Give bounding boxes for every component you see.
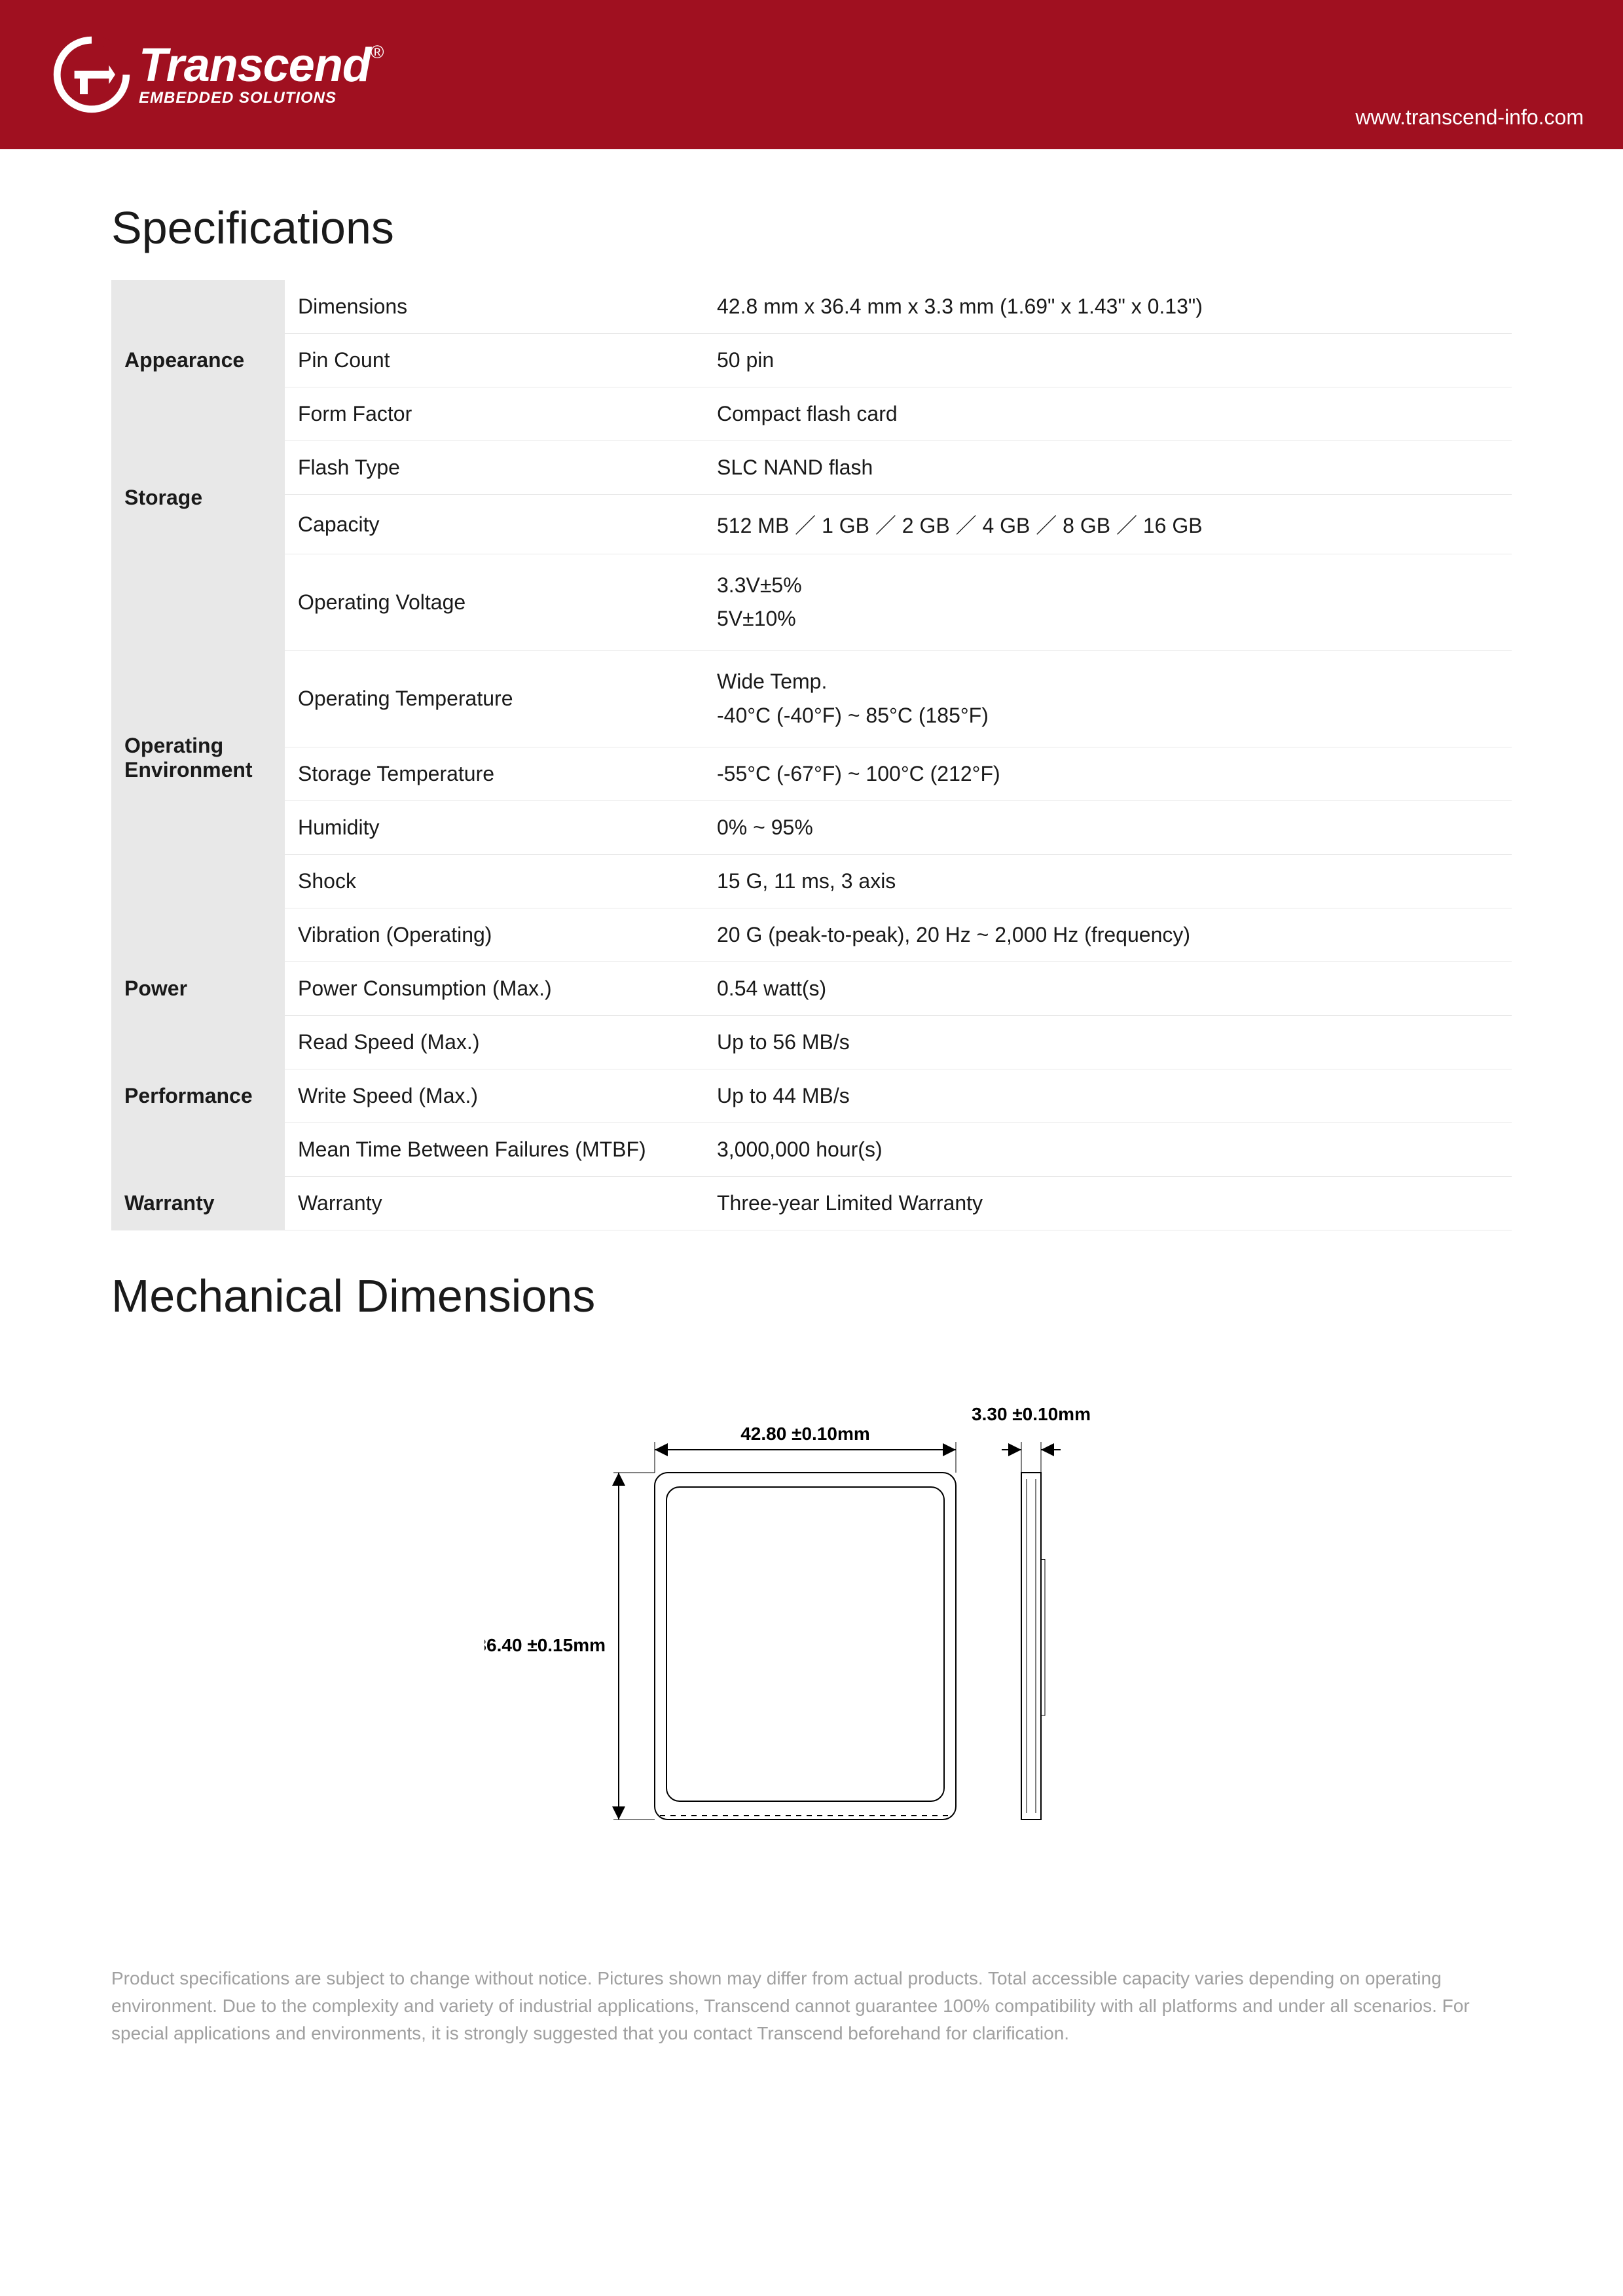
- spec-value-cell: 42.8 mm x 36.4 mm x 3.3 mm (1.69" x 1.43…: [704, 280, 1512, 334]
- spec-label-cell: Operating Voltage: [285, 554, 704, 651]
- spec-category-cell: Warranty: [111, 1176, 285, 1230]
- table-row: Capacity512 MB ／ 1 GB ／ 2 GB ／ 4 GB ／ 8 …: [111, 495, 1512, 554]
- spec-category-cell: Operating Environment: [111, 554, 285, 962]
- spec-label-cell: Shock: [285, 854, 704, 908]
- table-row: Mean Time Between Failures (MTBF)3,000,0…: [111, 1122, 1512, 1176]
- spec-value-cell: 3.3V±5%5V±10%: [704, 554, 1512, 651]
- spec-value-cell: -55°C (-67°F) ~ 100°C (212°F): [704, 747, 1512, 800]
- spec-label-cell: Dimensions: [285, 280, 704, 334]
- mechanical-diagram: 42.80 ±0.10mm 36.40 ±0.15mm 3.30 ±0.10mm: [484, 1388, 1139, 1846]
- spec-label-cell: Warranty: [285, 1176, 704, 1230]
- spec-label-cell: Pin Count: [285, 334, 704, 387]
- spec-category-cell: Storage: [111, 441, 285, 554]
- transcend-logo-icon: [52, 35, 131, 114]
- table-row: Storage Temperature-55°C (-67°F) ~ 100°C…: [111, 747, 1512, 800]
- spec-label-cell: Power Consumption (Max.): [285, 961, 704, 1015]
- spec-label-cell: Form Factor: [285, 387, 704, 441]
- spec-label-cell: Humidity: [285, 800, 704, 854]
- spec-category-cell: Power: [111, 961, 285, 1015]
- table-row: Write Speed (Max.)Up to 44 MB/s: [111, 1069, 1512, 1122]
- spec-value-cell: 20 G (peak-to-peak), 20 Hz ~ 2,000 Hz (f…: [704, 908, 1512, 961]
- table-row: Form FactorCompact flash card: [111, 387, 1512, 441]
- specifications-table: AppearanceDimensions42.8 mm x 36.4 mm x …: [111, 280, 1512, 1230]
- spec-value-cell: Compact flash card: [704, 387, 1512, 441]
- spec-label-cell: Vibration (Operating): [285, 908, 704, 961]
- spec-value-cell: Wide Temp.-40°C (-40°F) ~ 85°C (185°F): [704, 651, 1512, 747]
- table-row: PerformanceRead Speed (Max.)Up to 56 MB/…: [111, 1015, 1512, 1069]
- spec-value-cell: 50 pin: [704, 334, 1512, 387]
- logo-brand-name: Transcend: [139, 39, 371, 92]
- logo-registered-mark: ®: [371, 42, 384, 62]
- mechanical-dimensions-title: Mechanical Dimensions: [111, 1270, 1512, 1322]
- table-row: Pin Count50 pin: [111, 334, 1512, 387]
- logo-tagline: EMBEDDED SOLUTIONS: [139, 89, 384, 107]
- spec-label-cell: Capacity: [285, 495, 704, 554]
- spec-label-cell: Mean Time Between Failures (MTBF): [285, 1122, 704, 1176]
- table-row: AppearanceDimensions42.8 mm x 36.4 mm x …: [111, 280, 1512, 334]
- table-row: Shock15 G, 11 ms, 3 axis: [111, 854, 1512, 908]
- logo-text: Transcend® EMBEDDED SOLUTIONS: [139, 42, 384, 107]
- svg-text:3.30 ±0.10mm: 3.30 ±0.10mm: [972, 1404, 1091, 1424]
- page-content: Specifications AppearanceDimensions42.8 …: [0, 149, 1623, 1846]
- spec-label-cell: Storage Temperature: [285, 747, 704, 800]
- spec-label-cell: Write Speed (Max.): [285, 1069, 704, 1122]
- page-header: Transcend® EMBEDDED SOLUTIONS www.transc…: [0, 0, 1623, 149]
- table-row: PowerPower Consumption (Max.)0.54 watt(s…: [111, 961, 1512, 1015]
- table-row: StorageFlash TypeSLC NAND flash: [111, 441, 1512, 495]
- spec-value-cell: 15 G, 11 ms, 3 axis: [704, 854, 1512, 908]
- spec-category-cell: Appearance: [111, 280, 285, 441]
- spec-value-cell: 0.54 watt(s): [704, 961, 1512, 1015]
- spec-value-cell: Three-year Limited Warranty: [704, 1176, 1512, 1230]
- spec-value-cell: 0% ~ 95%: [704, 800, 1512, 854]
- table-row: Humidity0% ~ 95%: [111, 800, 1512, 854]
- table-row: Vibration (Operating)20 G (peak-to-peak)…: [111, 908, 1512, 961]
- table-row: Operating TemperatureWide Temp.-40°C (-4…: [111, 651, 1512, 747]
- table-row: Operating EnvironmentOperating Voltage3.…: [111, 554, 1512, 651]
- specifications-title: Specifications: [111, 202, 1512, 254]
- spec-category-cell: Performance: [111, 1015, 285, 1176]
- svg-text:36.40 ±0.15mm: 36.40 ±0.15mm: [484, 1635, 606, 1655]
- table-row: WarrantyWarrantyThree-year Limited Warra…: [111, 1176, 1512, 1230]
- spec-value-cell: Up to 56 MB/s: [704, 1015, 1512, 1069]
- header-url: www.transcend-info.com: [1355, 105, 1584, 130]
- spec-label-cell: Flash Type: [285, 441, 704, 495]
- mechanical-diagram-container: 42.80 ±0.10mm 36.40 ±0.15mm 3.30 ±0.10mm: [111, 1388, 1512, 1846]
- spec-label-cell: Operating Temperature: [285, 651, 704, 747]
- spec-value-cell: 512 MB ／ 1 GB ／ 2 GB ／ 4 GB ／ 8 GB ／ 16 …: [704, 495, 1512, 554]
- footer-disclaimer: Product specifications are subject to ch…: [111, 1965, 1512, 2047]
- spec-value-cell: Up to 44 MB/s: [704, 1069, 1512, 1122]
- logo: Transcend® EMBEDDED SOLUTIONS: [52, 35, 384, 114]
- spec-value-cell: 3,000,000 hour(s): [704, 1122, 1512, 1176]
- spec-label-cell: Read Speed (Max.): [285, 1015, 704, 1069]
- spec-value-cell: SLC NAND flash: [704, 441, 1512, 495]
- svg-text:42.80 ±0.10mm: 42.80 ±0.10mm: [740, 1424, 870, 1444]
